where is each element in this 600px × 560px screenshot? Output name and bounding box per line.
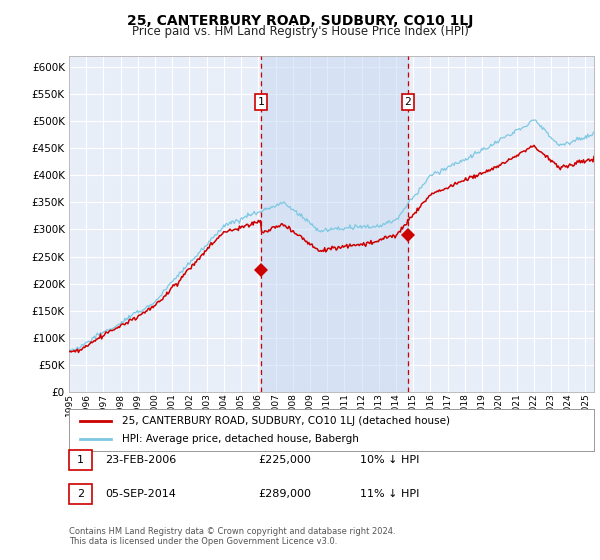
- Text: 23-FEB-2006: 23-FEB-2006: [105, 455, 176, 465]
- Text: 1: 1: [257, 97, 265, 107]
- Text: HPI: Average price, detached house, Babergh: HPI: Average price, detached house, Babe…: [121, 434, 358, 444]
- Text: £289,000: £289,000: [258, 489, 311, 499]
- Text: 05-SEP-2014: 05-SEP-2014: [105, 489, 176, 499]
- Text: 10% ↓ HPI: 10% ↓ HPI: [360, 455, 419, 465]
- Text: 11% ↓ HPI: 11% ↓ HPI: [360, 489, 419, 499]
- Text: Price paid vs. HM Land Registry's House Price Index (HPI): Price paid vs. HM Land Registry's House …: [131, 25, 469, 38]
- Bar: [261, 56, 408, 392]
- Text: £225,000: £225,000: [258, 455, 311, 465]
- Text: Contains HM Land Registry data © Crown copyright and database right 2024.
This d: Contains HM Land Registry data © Crown c…: [69, 526, 395, 546]
- Text: 25, CANTERBURY ROAD, SUDBURY, CO10 1LJ (detached house): 25, CANTERBURY ROAD, SUDBURY, CO10 1LJ (…: [121, 416, 449, 426]
- Text: 25, CANTERBURY ROAD, SUDBURY, CO10 1LJ: 25, CANTERBURY ROAD, SUDBURY, CO10 1LJ: [127, 14, 473, 28]
- Text: 1: 1: [77, 455, 84, 465]
- Text: 2: 2: [404, 97, 411, 107]
- Text: 2: 2: [77, 489, 84, 499]
